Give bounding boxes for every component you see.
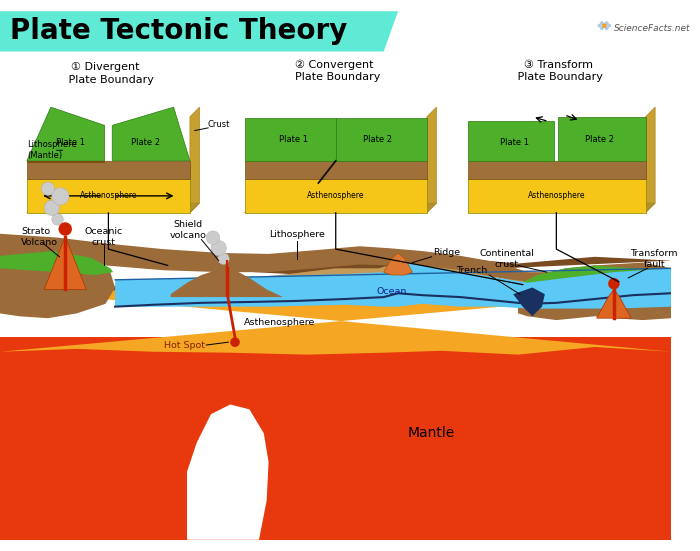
- Text: Plate 1: Plate 1: [279, 135, 308, 144]
- Text: Hot Spot: Hot Spot: [164, 341, 204, 349]
- Text: Trench: Trench: [456, 266, 488, 275]
- Circle shape: [602, 23, 607, 28]
- Polygon shape: [112, 107, 190, 161]
- Polygon shape: [244, 118, 336, 161]
- Polygon shape: [468, 203, 655, 213]
- Text: Plate 1: Plate 1: [57, 138, 85, 147]
- Text: Ridge: Ridge: [433, 249, 461, 257]
- Text: ③ Transform
 Plate Boundary: ③ Transform Plate Boundary: [514, 60, 603, 82]
- Polygon shape: [244, 161, 427, 179]
- Polygon shape: [190, 107, 200, 213]
- Polygon shape: [27, 203, 199, 213]
- Text: Shield
volcano: Shield volcano: [169, 220, 206, 240]
- Circle shape: [59, 222, 72, 236]
- Circle shape: [598, 24, 601, 28]
- Text: ① Divergent
   Plate Boundary: ① Divergent Plate Boundary: [57, 62, 153, 85]
- Polygon shape: [336, 118, 427, 161]
- Text: Oceanic
crust: Oceanic crust: [85, 226, 122, 247]
- Text: Ocean: Ocean: [376, 287, 407, 296]
- Polygon shape: [596, 289, 631, 318]
- Text: Asthenosphere: Asthenosphere: [307, 191, 365, 201]
- Polygon shape: [518, 266, 671, 320]
- Circle shape: [206, 231, 220, 244]
- Text: Lithosphere
(Mantle): Lithosphere (Mantle): [27, 141, 76, 160]
- Polygon shape: [44, 236, 86, 289]
- Polygon shape: [0, 11, 398, 52]
- Circle shape: [44, 200, 60, 215]
- Circle shape: [230, 337, 240, 347]
- Text: Plate 2: Plate 2: [585, 135, 614, 144]
- Polygon shape: [468, 121, 554, 161]
- Polygon shape: [244, 179, 427, 213]
- Polygon shape: [384, 253, 412, 275]
- Circle shape: [607, 24, 611, 28]
- Text: ② Convergent
  Plate Boundary: ② Convergent Plate Boundary: [288, 60, 380, 82]
- Polygon shape: [187, 404, 269, 540]
- Text: Plate 1: Plate 1: [500, 138, 528, 147]
- Polygon shape: [468, 161, 645, 179]
- Polygon shape: [27, 107, 104, 161]
- Text: Continental
crust: Continental crust: [479, 249, 534, 269]
- Text: Plate 2: Plate 2: [132, 138, 160, 147]
- Text: Asthenosphere: Asthenosphere: [80, 191, 137, 201]
- Text: Plate Tectonic Theory: Plate Tectonic Theory: [10, 18, 347, 45]
- Polygon shape: [559, 117, 645, 161]
- Polygon shape: [513, 288, 545, 316]
- Polygon shape: [0, 285, 671, 355]
- Polygon shape: [468, 179, 645, 213]
- Circle shape: [605, 21, 608, 25]
- Polygon shape: [0, 251, 113, 275]
- Polygon shape: [171, 268, 283, 297]
- Circle shape: [41, 182, 55, 196]
- Text: Crust: Crust: [207, 120, 230, 129]
- Text: Strato
Volcano: Strato Volcano: [21, 226, 58, 247]
- Text: Lithosphere: Lithosphere: [270, 230, 326, 239]
- Circle shape: [608, 278, 620, 289]
- Text: Mantle: Mantle: [408, 426, 455, 440]
- Polygon shape: [427, 107, 436, 213]
- Text: ScienceFacts.net: ScienceFacts.net: [614, 24, 690, 33]
- Circle shape: [211, 240, 226, 256]
- Text: Asthenosphere: Asthenosphere: [528, 191, 586, 201]
- Circle shape: [52, 214, 63, 225]
- Circle shape: [52, 188, 69, 205]
- Polygon shape: [518, 266, 671, 294]
- Polygon shape: [0, 234, 671, 285]
- Polygon shape: [244, 203, 436, 213]
- Circle shape: [605, 26, 608, 30]
- Text: Asthenosphere: Asthenosphere: [244, 318, 316, 327]
- Circle shape: [600, 26, 604, 30]
- Text: Plate 2: Plate 2: [363, 135, 392, 144]
- Polygon shape: [645, 107, 655, 213]
- Polygon shape: [27, 161, 190, 179]
- Polygon shape: [0, 337, 671, 540]
- Polygon shape: [27, 179, 190, 213]
- Polygon shape: [27, 161, 104, 163]
- Polygon shape: [125, 262, 671, 304]
- Polygon shape: [0, 253, 115, 318]
- Text: Transform
fault: Transform fault: [631, 249, 678, 269]
- Circle shape: [600, 21, 604, 25]
- Polygon shape: [115, 262, 671, 309]
- Polygon shape: [0, 256, 671, 296]
- Circle shape: [218, 253, 230, 264]
